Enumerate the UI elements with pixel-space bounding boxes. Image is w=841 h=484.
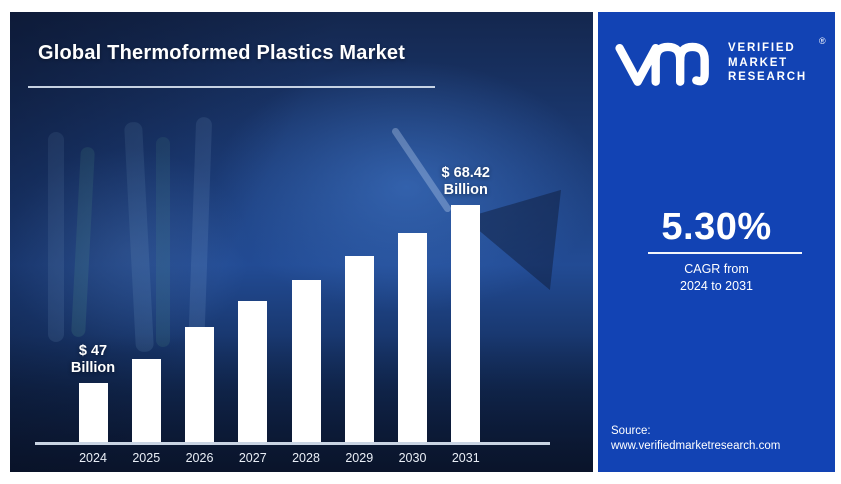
cagr-divider (648, 252, 802, 254)
bar-2025 (131, 359, 161, 442)
source-url: www.verifiedmarketresearch.com (611, 440, 781, 452)
bar-2028 (291, 280, 321, 442)
bar-2026 (185, 327, 214, 442)
chart-panel: Global Thermoformed Plastics Market 2024… (10, 12, 593, 472)
cagr-caption-line2: 2024 to 2031 (680, 278, 753, 293)
vmr-monogram-icon (615, 42, 709, 86)
bar-2024 (78, 383, 108, 442)
x-tick-2025: 2025 (132, 451, 161, 465)
registered-trademark-symbol: ® (819, 36, 826, 46)
x-tick-2030: 2030 (398, 451, 427, 465)
logo-line-research: RESEARCH (728, 71, 807, 84)
bar-value-label-2031: $ 68.42 Billion (441, 165, 490, 198)
logo-line-verified: VERIFIED (728, 42, 796, 55)
cagr-caption-line1: CAGR from (684, 262, 749, 276)
x-tick-2028: 2028 (292, 451, 320, 465)
logo-line-market: MARKET (728, 56, 788, 69)
x-tick-2029: 2029 (345, 451, 374, 465)
bar-2030 (398, 233, 427, 442)
info-panel: VERIFIED MARKET RESEARCH ® 5.30% CAGR fr… (598, 12, 835, 472)
x-tick-2027: 2027 (238, 451, 267, 465)
page-title: Global Thermoformed Plastics Market (38, 42, 406, 64)
bar-2027 (238, 301, 268, 442)
title-underline (28, 86, 435, 88)
vmr-logo: VERIFIED MARKET RESEARCH (613, 34, 807, 92)
bar-value-label-2024: $ 47 Billion (70, 343, 116, 376)
source-block: Source: www.verifiedmarketresearch.com (611, 424, 780, 454)
bar-chart: 2024 2025 2026 2027 2028 2029 2030 2031 $ 47 Bill… (35, 165, 550, 465)
x-tick-2024: 2024 (79, 451, 107, 465)
cagr-caption: CAGR from 2024 to 2031 (598, 261, 835, 294)
x-tick-2031: 2031 (451, 451, 480, 465)
bar-2031 (451, 205, 481, 442)
bar-2029 (344, 256, 374, 442)
x-tick-2026: 2026 (185, 451, 214, 465)
vmr-logo-wordmark: VERIFIED MARKET RESEARCH (728, 41, 807, 85)
x-axis-line (35, 442, 550, 445)
cagr-value: 5.30% (661, 206, 772, 248)
source-label: Source: (611, 425, 651, 437)
